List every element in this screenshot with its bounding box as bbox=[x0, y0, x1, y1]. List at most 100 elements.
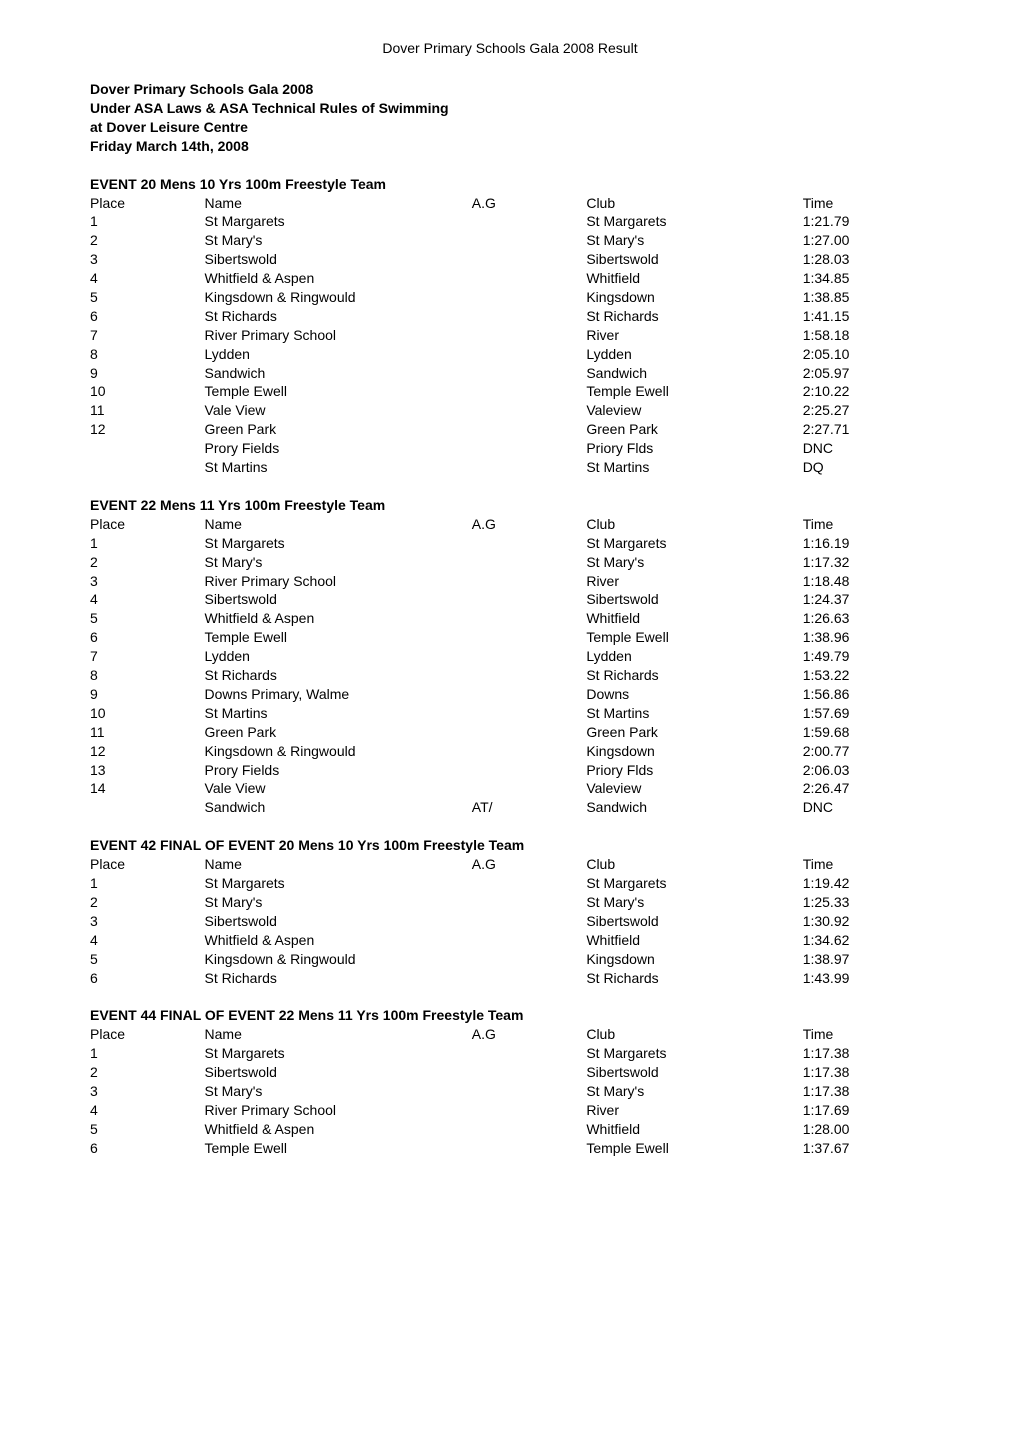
cell-time: 1:53.22 bbox=[803, 666, 930, 685]
cell-place: 1 bbox=[90, 534, 205, 553]
cell-place bbox=[90, 458, 205, 477]
cell-time: 2:10.22 bbox=[803, 382, 930, 401]
cell-place bbox=[90, 798, 205, 817]
cell-ag bbox=[472, 590, 587, 609]
cell-place: 3 bbox=[90, 1082, 205, 1101]
cell-place: 6 bbox=[90, 1139, 205, 1158]
cell-club: Priory Flds bbox=[586, 761, 802, 780]
column-header: Club bbox=[586, 1025, 802, 1044]
table-row: 2SibertswoldSibertswold1:17.38 bbox=[90, 1063, 930, 1082]
cell-place: 2 bbox=[90, 231, 205, 250]
doc-title-line-1: Under ASA Laws & ASA Technical Rules of … bbox=[90, 100, 449, 116]
cell-club: River bbox=[586, 326, 802, 345]
cell-time: 2:00.77 bbox=[803, 742, 930, 761]
cell-time: 2:27.71 bbox=[803, 420, 930, 439]
cell-time: 2:06.03 bbox=[803, 761, 930, 780]
events-container: EVENT 20 Mens 10 Yrs 100m Freestyle Team… bbox=[90, 176, 930, 1158]
cell-time: 1:16.19 bbox=[803, 534, 930, 553]
table-row: 6St RichardsSt Richards1:41.15 bbox=[90, 307, 930, 326]
cell-place: 5 bbox=[90, 1120, 205, 1139]
cell-name: River Primary School bbox=[205, 326, 472, 345]
cell-club: St Margarets bbox=[586, 534, 802, 553]
cell-club: Temple Ewell bbox=[586, 382, 802, 401]
cell-time: 1:17.69 bbox=[803, 1101, 930, 1120]
table-row: 4Whitfield & AspenWhitfield1:34.85 bbox=[90, 269, 930, 288]
column-header: Place bbox=[90, 1025, 205, 1044]
cell-time: DNC bbox=[803, 798, 930, 817]
table-row: 4River Primary SchoolRiver1:17.69 bbox=[90, 1101, 930, 1120]
table-row: 5Whitfield & AspenWhitfield1:28.00 bbox=[90, 1120, 930, 1139]
table-row: 8LyddenLydden2:05.10 bbox=[90, 345, 930, 364]
cell-time: 1:41.15 bbox=[803, 307, 930, 326]
table-row: 1St MargaretsSt Margarets1:19.42 bbox=[90, 874, 930, 893]
cell-time: 2:05.10 bbox=[803, 345, 930, 364]
cell-time: 1:19.42 bbox=[803, 874, 930, 893]
cell-name: Sandwich bbox=[205, 798, 472, 817]
cell-ag bbox=[472, 931, 587, 950]
column-header: Name bbox=[205, 515, 472, 534]
doc-title-line-3: Friday March 14th, 2008 bbox=[90, 138, 249, 154]
cell-ag bbox=[472, 212, 587, 231]
cell-place bbox=[90, 439, 205, 458]
cell-time: 1:27.00 bbox=[803, 231, 930, 250]
event-title: EVENT 44 FINAL OF EVENT 22 Mens 11 Yrs 1… bbox=[90, 1007, 930, 1023]
table-row: 4SibertswoldSibertswold1:24.37 bbox=[90, 590, 930, 609]
cell-name: St Martins bbox=[205, 704, 472, 723]
cell-club: St Mary's bbox=[586, 231, 802, 250]
table-row: 10Temple EwellTemple Ewell2:10.22 bbox=[90, 382, 930, 401]
cell-club: St Margarets bbox=[586, 874, 802, 893]
cell-name: Sibertswold bbox=[205, 590, 472, 609]
table-row: 13Prory FieldsPriory Flds2:06.03 bbox=[90, 761, 930, 780]
cell-place: 12 bbox=[90, 742, 205, 761]
cell-club: Kingsdown bbox=[586, 288, 802, 307]
cell-time: DQ bbox=[803, 458, 930, 477]
results-table: PlaceNameA.GClubTime1St MargaretsSt Marg… bbox=[90, 855, 930, 987]
cell-club: Kingsdown bbox=[586, 950, 802, 969]
cell-place: 6 bbox=[90, 307, 205, 326]
doc-title-line-2: at Dover Leisure Centre bbox=[90, 119, 248, 135]
cell-club: River bbox=[586, 1101, 802, 1120]
cell-club: Sibertswold bbox=[586, 1063, 802, 1082]
table-row: 8St RichardsSt Richards1:53.22 bbox=[90, 666, 930, 685]
cell-name: Sibertswold bbox=[205, 250, 472, 269]
column-header: Club bbox=[586, 515, 802, 534]
table-row: 2St Mary'sSt Mary's1:27.00 bbox=[90, 231, 930, 250]
cell-ag bbox=[472, 534, 587, 553]
cell-name: St Margarets bbox=[205, 534, 472, 553]
cell-club: Priory Flds bbox=[586, 439, 802, 458]
table-row: 11Green ParkGreen Park1:59.68 bbox=[90, 723, 930, 742]
cell-name: Sibertswold bbox=[205, 912, 472, 931]
cell-place: 4 bbox=[90, 1101, 205, 1120]
cell-name: Kingsdown & Ringwould bbox=[205, 950, 472, 969]
cell-club: St Martins bbox=[586, 704, 802, 723]
table-row: 14Vale ViewValeview2:26.47 bbox=[90, 779, 930, 798]
cell-time: 1:17.38 bbox=[803, 1063, 930, 1082]
cell-name: Green Park bbox=[205, 420, 472, 439]
cell-name: St Martins bbox=[205, 458, 472, 477]
cell-place: 7 bbox=[90, 647, 205, 666]
cell-time: 1:28.00 bbox=[803, 1120, 930, 1139]
cell-name: St Margarets bbox=[205, 874, 472, 893]
cell-ag bbox=[472, 553, 587, 572]
table-row: SandwichAT/SandwichDNC bbox=[90, 798, 930, 817]
cell-club: Whitfield bbox=[586, 269, 802, 288]
table-row: 1St MargaretsSt Margarets1:16.19 bbox=[90, 534, 930, 553]
column-header: A.G bbox=[472, 1025, 587, 1044]
doc-title-line-0: Dover Primary Schools Gala 2008 bbox=[90, 81, 313, 97]
table-row: 9Downs Primary, WalmeDowns1:56.86 bbox=[90, 685, 930, 704]
table-header-row: PlaceNameA.GClubTime bbox=[90, 855, 930, 874]
cell-place: 2 bbox=[90, 1063, 205, 1082]
cell-name: St Mary's bbox=[205, 553, 472, 572]
cell-ag bbox=[472, 1120, 587, 1139]
cell-club: St Margarets bbox=[586, 212, 802, 231]
event-title: EVENT 20 Mens 10 Yrs 100m Freestyle Team bbox=[90, 176, 930, 192]
cell-place: 9 bbox=[90, 364, 205, 383]
cell-club: St Mary's bbox=[586, 1082, 802, 1101]
table-row: 11Vale ViewValeview2:25.27 bbox=[90, 401, 930, 420]
cell-club: St Margarets bbox=[586, 1044, 802, 1063]
cell-name: Green Park bbox=[205, 723, 472, 742]
cell-name: Kingsdown & Ringwould bbox=[205, 288, 472, 307]
cell-time: 2:25.27 bbox=[803, 401, 930, 420]
cell-club: Temple Ewell bbox=[586, 1139, 802, 1158]
cell-name: Prory Fields bbox=[205, 761, 472, 780]
